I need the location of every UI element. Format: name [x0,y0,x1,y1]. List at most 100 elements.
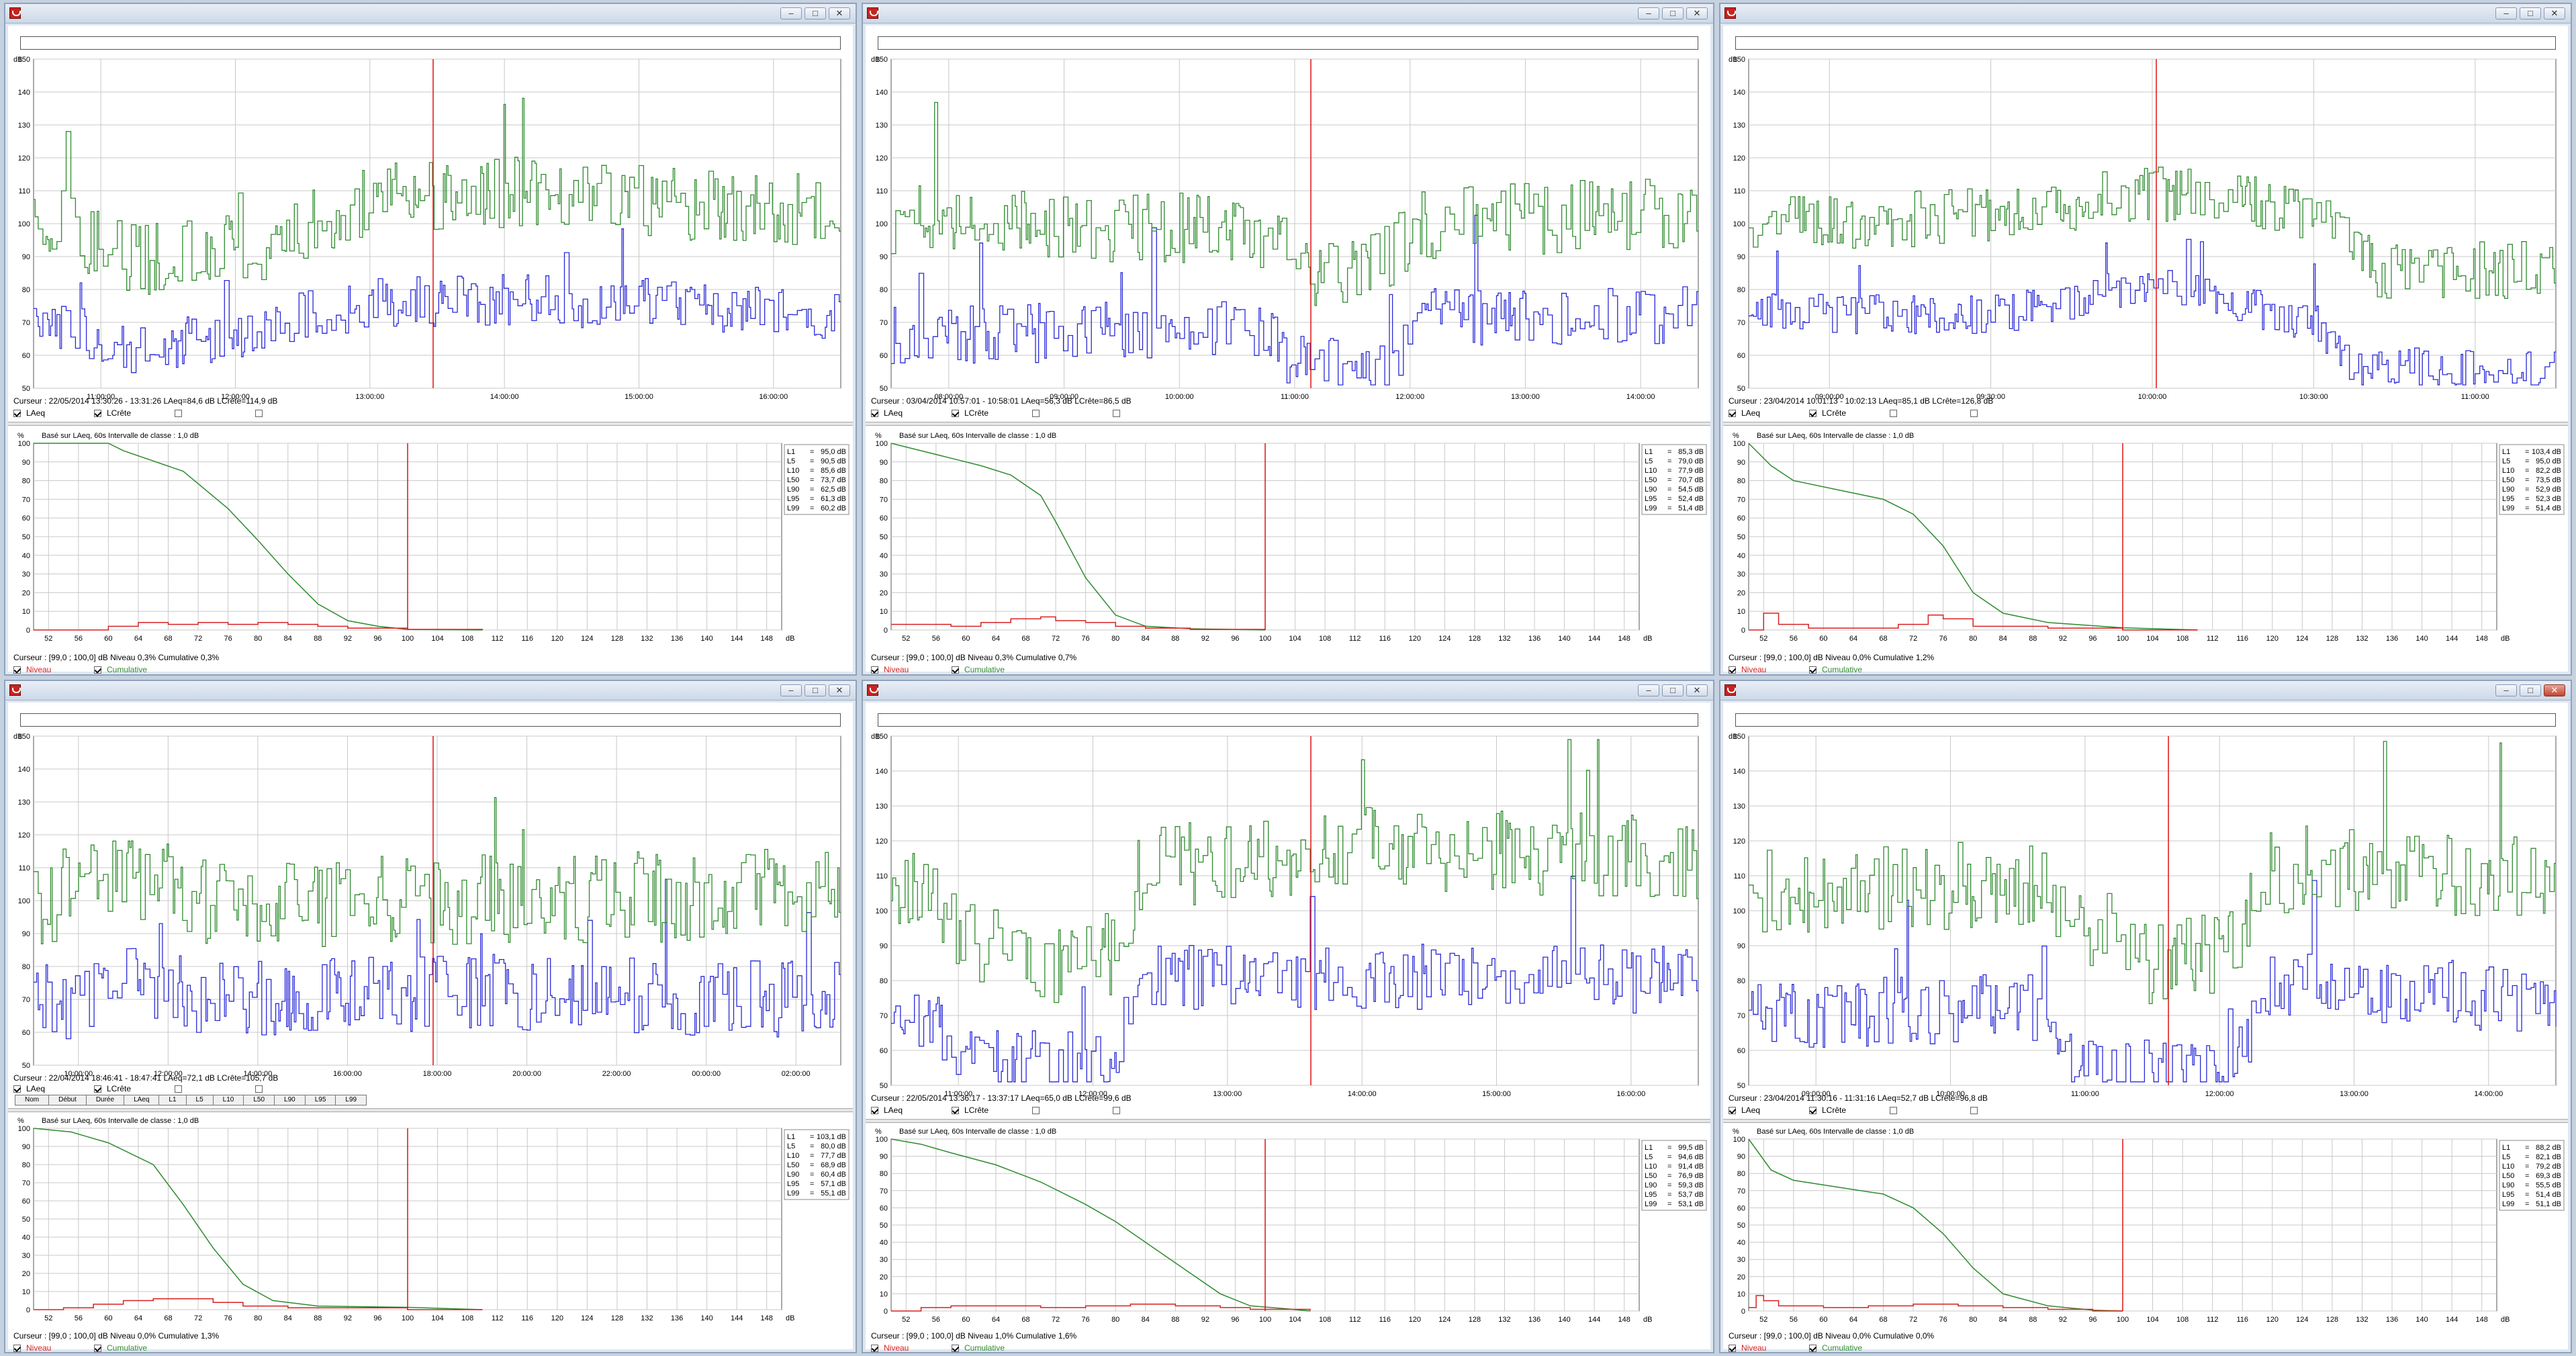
laeq-checkbox[interactable] [13,410,21,417]
maximize-button[interactable]: □ [1662,684,1684,696]
lcrete-checkbox[interactable] [952,1107,959,1114]
legend-lcrete[interactable]: LCrête [1809,407,1846,419]
close-button[interactable]: ✕ [2544,684,2565,696]
laeq-checkbox[interactable] [13,1085,21,1093]
distribution-chart[interactable]: Basé sur LAeq, 60s Intervalle de classe … [1723,428,2571,650]
legend-laeq[interactable]: LAeq [13,407,45,419]
close-button[interactable]: ✕ [1686,684,1708,696]
cumulative-checkbox[interactable] [952,1345,959,1352]
distribution-chart[interactable]: Basé sur LAeq, 60s Intervalle de classe … [8,428,856,650]
empty-checkbox[interactable] [1970,1107,1978,1114]
minimize-button[interactable]: – [1638,684,1659,696]
legend-slot-3[interactable] [1890,407,1902,419]
legend-lcrete[interactable]: LCrête [94,1083,131,1095]
legend-slot-4[interactable] [1970,1104,1983,1116]
maximize-button[interactable]: □ [804,7,826,19]
legend-niveau[interactable]: Niveau [13,664,51,676]
legend-cumulative[interactable]: Cumulative [1809,664,1862,676]
maximize-button[interactable]: □ [2520,684,2541,696]
time-history-chart[interactable]: dB 50 60 70 80 90 100 110 120 130 140 150 10:00:00 12… [8,729,856,1085]
distribution-chart[interactable]: Basé sur LAeq, 60s Intervalle de classe … [866,1124,1713,1331]
laeq-checkbox[interactable] [1729,1107,1736,1114]
minimize-button[interactable]: – [2495,684,2517,696]
legend-slot-3[interactable] [1032,407,1045,419]
lcrete-checkbox[interactable] [94,410,101,417]
cumulative-checkbox[interactable] [94,666,101,674]
time-history-chart[interactable]: dB 50 60 70 80 90 100 110 120 130 140 150 09:00:00 09… [1723,52,2571,408]
laeq-checkbox[interactable] [871,1107,878,1114]
empty-checkbox[interactable] [175,1085,182,1093]
col-l5[interactable]: L5 [185,1095,214,1105]
cumulative-checkbox[interactable] [1809,666,1816,674]
legend-laeq[interactable]: LAeq [871,407,903,419]
legend-lcrete[interactable]: LCrête [952,1104,988,1116]
legend-slot-3[interactable] [1890,1104,1902,1116]
legend-slot-4[interactable] [1113,1104,1125,1116]
maximize-button[interactable]: □ [804,684,826,696]
cumulative-checkbox[interactable] [952,666,959,674]
col-l50[interactable]: L50 [243,1095,275,1105]
empty-checkbox[interactable] [175,410,182,417]
legend-niveau[interactable]: Niveau [1729,1342,1766,1354]
empty-checkbox[interactable] [1113,1107,1120,1114]
minimize-button[interactable]: – [1638,7,1659,19]
col-l10[interactable]: L10 [212,1095,244,1105]
legend-slot-4[interactable] [255,407,268,419]
niveau-checkbox[interactable] [871,1345,878,1352]
legend-slot-4[interactable] [1113,407,1125,419]
legend-slot-4[interactable] [255,1083,268,1095]
empty-checkbox[interactable] [1890,410,1897,417]
close-button[interactable]: ✕ [1686,7,1708,19]
distribution-chart[interactable]: Basé sur LAeq, 60s Intervalle de classe … [1723,1124,2571,1331]
lcrete-checkbox[interactable] [1809,410,1816,417]
legend-cumulative[interactable]: Cumulative [1809,1342,1862,1354]
legend-laeq[interactable]: LAeq [13,1083,45,1095]
time-history-chart[interactable]: dB 50 60 70 80 90 100 110 120 130 140 150 11:00:00 12… [866,729,1713,1105]
legend-slot-3[interactable] [1032,1104,1045,1116]
cumulative-checkbox[interactable] [94,1345,101,1352]
time-history-chart[interactable]: dB 50 60 70 80 90 100 110 120 130 140 150 11:00:00 12… [8,52,856,408]
niveau-checkbox[interactable] [1729,1345,1736,1352]
splitter[interactable] [866,422,1710,426]
col-l99[interactable]: L99 [335,1095,367,1105]
legend-niveau[interactable]: Niveau [13,1342,51,1354]
minimize-button[interactable]: – [780,684,802,696]
maximize-button[interactable]: □ [2520,7,2541,19]
legend-lcrete[interactable]: LCrête [1809,1104,1846,1116]
col-l1[interactable]: L1 [158,1095,187,1105]
lcrete-checkbox[interactable] [1809,1107,1816,1114]
splitter[interactable] [1723,422,2568,426]
empty-checkbox[interactable] [1890,1107,1897,1114]
time-history-chart[interactable]: dB 50 60 70 80 90 100 110 120 130 140 150 08:00:00 09… [866,52,1713,408]
empty-checkbox[interactable] [1032,410,1040,417]
legend-laeq[interactable]: LAeq [1729,407,1760,419]
close-button[interactable]: ✕ [829,684,850,696]
legend-niveau[interactable]: Niveau [871,664,909,676]
cumulative-checkbox[interactable] [1809,1345,1816,1352]
time-history-chart[interactable]: dB 50 60 70 80 90 100 110 120 130 140 150 09:00:00 10… [1723,729,2571,1105]
niveau-checkbox[interactable] [13,1345,21,1352]
legend-lcrete[interactable]: LCrête [94,407,131,419]
col-l90[interactable]: L90 [274,1095,306,1105]
close-button[interactable]: ✕ [2544,7,2565,19]
legend-cumulative[interactable]: Cumulative [952,1342,1005,1354]
niveau-checkbox[interactable] [871,666,878,674]
legend-cumulative[interactable]: Cumulative [952,664,1005,676]
legend-slot-4[interactable] [1970,407,1983,419]
empty-checkbox[interactable] [1032,1107,1040,1114]
legend-cumulative[interactable]: Cumulative [94,1342,147,1354]
legend-cumulative[interactable]: Cumulative [94,664,147,676]
col-duree[interactable]: Durée [85,1095,125,1105]
legend-slot-3[interactable] [175,1083,187,1095]
close-button[interactable]: ✕ [829,7,850,19]
lcrete-checkbox[interactable] [952,410,959,417]
legend-slot-3[interactable] [175,407,187,419]
col-debut[interactable]: Début [48,1095,87,1105]
empty-checkbox[interactable] [255,410,263,417]
splitter[interactable] [1723,1119,2568,1123]
lcrete-checkbox[interactable] [94,1085,101,1093]
legend-niveau[interactable]: Niveau [871,1342,909,1354]
laeq-checkbox[interactable] [871,410,878,417]
legend-lcrete[interactable]: LCrête [952,407,988,419]
col-laeq[interactable]: LAeq [124,1095,160,1105]
